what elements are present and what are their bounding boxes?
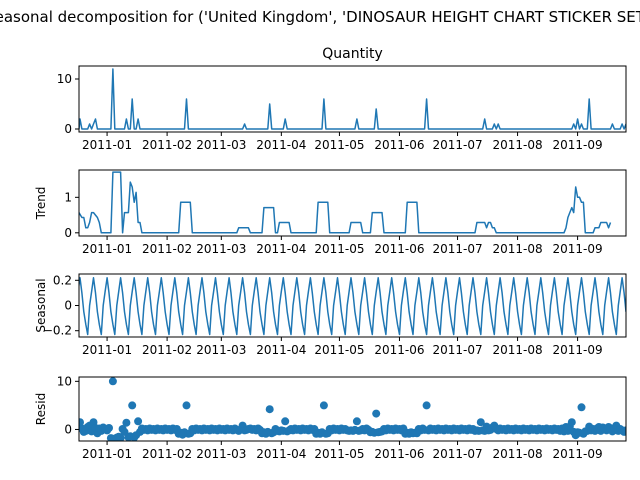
quantity-xtick-label: 2011-02 [142,138,192,152]
seasonal-ytick-label: 0.2 [53,273,72,287]
resid-point [116,434,125,441]
resid-point [372,409,381,418]
resid-point [476,418,485,427]
quantity-xtick-label: 2011-07 [432,138,482,152]
quantity-frame [78,65,627,133]
seasonal-plot-area [79,277,626,336]
trend-xtick-label: 2011-03 [196,242,246,256]
quantity-xtick-label: 2011-06 [374,138,424,152]
trend-line [79,171,612,234]
seasonal-xtick-label: 2011-07 [432,343,482,357]
quantity-xtick-label: 2011-04 [256,138,306,152]
resid-xtick-label: 2011-05 [314,447,364,461]
resid-xtick-label: 2011-06 [374,447,424,461]
resid-xtick-label: 2011-04 [256,447,306,461]
seasonal-xtick-label: 2011-09 [553,343,603,357]
trend-xtick-label: 2011-06 [374,242,424,256]
resid-point [128,401,137,410]
quantity-plot-area [79,68,626,130]
trend-xtick-label: 2011-05 [314,242,364,256]
seasonal-xtick-label: 2011-03 [196,343,246,357]
trend-xtick-label: 2011-02 [142,242,192,256]
quantity-title: Quantity [322,46,383,62]
resid-plot-area [79,377,626,441]
resid-point [319,401,328,410]
quantity-xtick-label: 2011-08 [492,138,542,152]
seasonal-ylabel: Seasonal [34,278,48,332]
trend-frame [78,169,627,237]
quantity-ytick-label: 10 [57,72,72,86]
resid-point [352,417,361,426]
quantity-xtick-label: 2011-01 [82,138,132,152]
seasonal-ytick-label: −0.2 [43,324,72,338]
resid-point [182,401,191,410]
quantity-line [79,68,626,130]
quantity-xtick-label: 2011-09 [553,138,603,152]
trend-ytick-label: 0 [64,226,72,240]
resid-point [122,418,131,427]
resid-xtick-label: 2011-02 [142,447,192,461]
resid-xtick-label: 2011-03 [196,447,246,461]
quantity-ytick-label: 0 [64,122,72,136]
trend-xtick-label: 2011-09 [553,242,603,256]
trend-xtick-label: 2011-07 [432,242,482,256]
resid-point [577,403,586,412]
quantity-xtick-label: 2011-05 [314,138,364,152]
seasonal-xtick-label: 2011-04 [256,343,306,357]
trend-panel: 0 1 2011-01 2011-02 2011-03 2011-04 2011-05 201… [34,169,627,256]
resid-xtick-label: 2011-08 [492,447,542,461]
resid-point [105,424,113,432]
resid-ytick-label: 0 [64,422,72,436]
trend-plot-area [79,171,612,234]
seasonal-xtick-label: 2011-06 [374,343,424,357]
resid-point [622,426,626,435]
trend-xtick-label: 2011-01 [82,242,132,256]
seasonal-ytick-label: 0 [64,299,72,313]
figure-title: Seasonal decomposition for ('United King… [0,8,640,26]
resid-frame [78,376,627,442]
resid-ylabel: Resid [34,393,48,425]
quantity-panel: 0 10 2011-01 2011-02 2011-03 2011-04 2011-05 20… [57,46,627,152]
resid-panel: 0 10 2011-01 2011-02 2011-03 2011-04 2011-05 20… [34,374,627,461]
trend-ytick-label: 1 [64,190,72,204]
resid-xtick-label: 2011-01 [82,447,132,461]
seasonal-xtick-label: 2011-02 [142,343,192,357]
seasonal-xtick-label: 2011-05 [314,343,364,357]
resid-point [422,401,431,410]
resid-point [79,418,84,427]
resid-xtick-label: 2011-07 [432,447,482,461]
resid-point [281,417,290,426]
seasonal-xtick-label: 2011-01 [82,343,132,357]
seasonal-xtick-label: 2011-08 [492,343,542,357]
trend-ylabel: Trend [34,187,48,221]
resid-point [134,417,143,426]
trend-xtick-label: 2011-04 [256,242,306,256]
quantity-xtick-label: 2011-03 [196,138,246,152]
trend-xtick-label: 2011-08 [492,242,542,256]
seasonal-panel: −0.2 0 0.2 2011-01 2011-02 2011-03 2011-04 2011… [34,273,627,357]
resid-ytick-label: 10 [57,374,72,388]
resid-xtick-label: 2011-09 [553,447,603,461]
resid-point [108,377,117,386]
seasonal-line [79,277,626,336]
resid-point [265,405,274,414]
resid-point [567,418,576,427]
